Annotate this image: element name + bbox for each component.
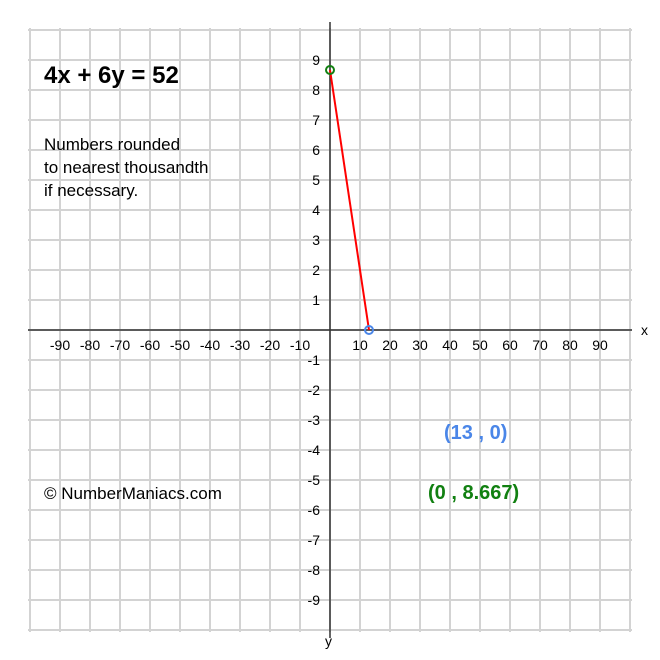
copyright: © NumberManiacs.com <box>44 484 222 503</box>
y-tick-label: 1 <box>312 292 320 308</box>
y-tick-label: 7 <box>312 112 320 128</box>
x-tick-label: -70 <box>110 337 130 353</box>
x-tick-label: 20 <box>382 337 398 353</box>
y-axis-label: y <box>325 633 332 649</box>
note-line: to nearest thousandth <box>44 158 209 177</box>
x-tick-label: -80 <box>80 337 100 353</box>
x-tick-label: -10 <box>290 337 310 353</box>
x-tick-label: -50 <box>170 337 190 353</box>
x-tick-label: -60 <box>140 337 160 353</box>
x-tick-label: -90 <box>50 337 70 353</box>
x-tick-label: 60 <box>502 337 518 353</box>
y-tick-label: 8 <box>312 82 320 98</box>
y-tick-label: 3 <box>312 232 320 248</box>
y-tick-label: -7 <box>308 532 321 548</box>
y-tick-label: 9 <box>312 52 320 68</box>
x-tick-label: 70 <box>532 337 548 353</box>
rounding-note: Numbers rounded to nearest thousandth if… <box>44 133 264 202</box>
x-tick-label: 90 <box>592 337 608 353</box>
y-tick-label: -3 <box>308 412 321 428</box>
x-tick-label: -30 <box>230 337 250 353</box>
x-tick-label: 80 <box>562 337 578 353</box>
y-tick-label: -2 <box>308 382 321 398</box>
x-tick-label: 30 <box>412 337 428 353</box>
x-tick-label: -40 <box>200 337 220 353</box>
y-intercept-point <box>325 64 335 75</box>
x-tick-label: 50 <box>472 337 488 353</box>
x-axis-label: x <box>641 322 648 338</box>
y-tick-label: -6 <box>308 502 321 518</box>
x-intercept-label: (13 , 0) <box>444 422 508 444</box>
y-tick-label: 6 <box>312 142 320 158</box>
y-tick-label: 4 <box>312 202 320 218</box>
x-intercept-point <box>364 325 374 335</box>
y-tick-label: -5 <box>308 472 321 488</box>
x-tick-label: 10 <box>352 337 368 353</box>
y-tick-label: -1 <box>308 352 321 368</box>
note-line: if necessary. <box>44 181 139 200</box>
note-line: Numbers rounded <box>44 135 181 154</box>
x-tick-label: 40 <box>442 337 458 353</box>
y-tick-label: -8 <box>308 562 321 578</box>
chart-title: 4x + 6y = 52 <box>44 62 179 89</box>
y-tick-label: -9 <box>308 592 321 608</box>
y-tick-label: 2 <box>312 262 320 278</box>
y-tick-label: -4 <box>308 442 321 458</box>
y-tick-label: 5 <box>312 172 320 188</box>
x-tick-label: -20 <box>260 337 280 353</box>
y-intercept-label: (0 , 8.667) <box>428 482 520 504</box>
equation-line <box>329 69 370 331</box>
